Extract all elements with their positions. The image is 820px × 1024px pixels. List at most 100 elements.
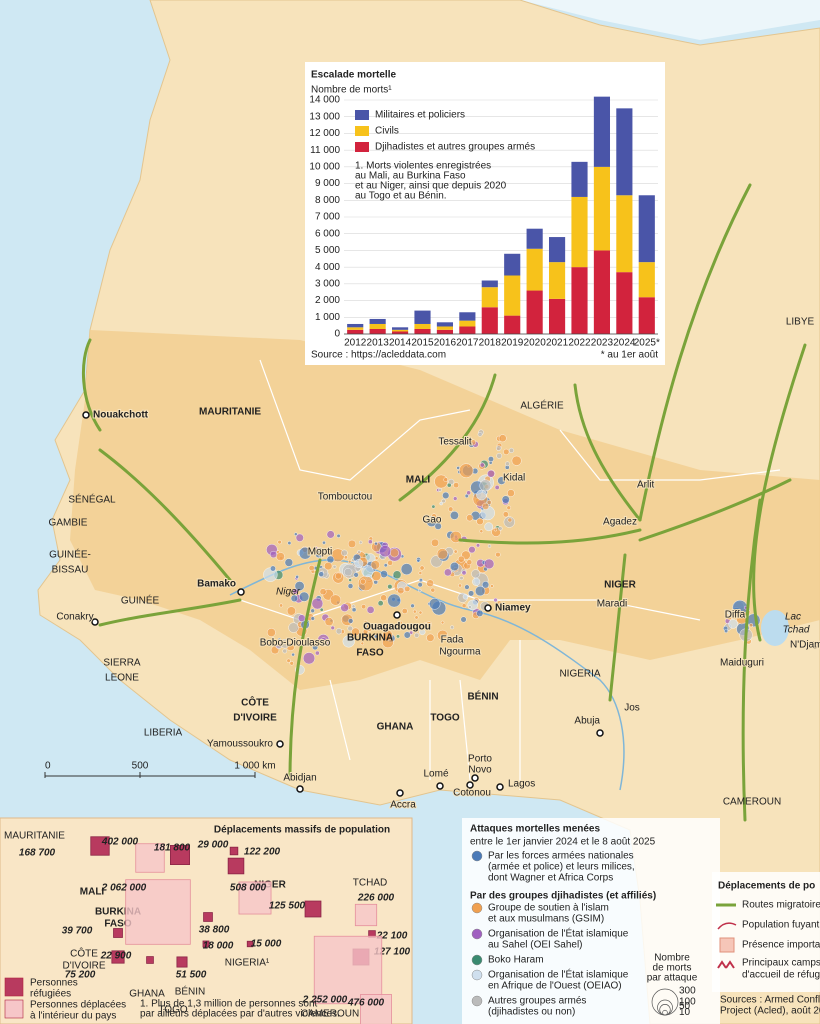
attack-dot	[426, 515, 438, 527]
city-dot	[396, 789, 404, 797]
attack-dot	[494, 485, 500, 490]
attack-dot	[458, 463, 474, 478]
migration-item: Routes migratoire	[742, 900, 820, 911]
attack-dot	[330, 594, 342, 606]
attack-dot	[335, 628, 342, 635]
displacement-square	[238, 881, 272, 915]
bar-segment	[504, 275, 521, 316]
attack-dot	[357, 550, 361, 554]
attack-dot	[277, 637, 282, 642]
attack-dot	[351, 607, 357, 612]
attack-dot	[360, 578, 366, 585]
migration-item: Présence importa	[742, 940, 820, 951]
attack-dot	[374, 541, 378, 546]
attack-dot	[297, 614, 306, 622]
city-label: Tombouctou	[318, 492, 372, 503]
attack-dot	[447, 482, 452, 488]
x-tick-label: 2023	[591, 338, 614, 349]
route	[638, 183, 752, 522]
displacement-label: 75 200	[65, 970, 96, 981]
map-labels: MAURITANIE MALI NIGER BURKINA FASO CÔTE D'IVOI…	[44, 317, 820, 812]
city-label: Mopti	[308, 547, 332, 558]
attack-dot	[496, 600, 502, 606]
country-label: BURKINA	[347, 633, 393, 644]
bar-segment	[436, 322, 454, 327]
attack-dot	[503, 448, 510, 455]
attacks-swatch	[471, 954, 483, 966]
attack-dot	[464, 584, 470, 590]
attack-dot	[319, 637, 328, 647]
attack-dot	[347, 583, 354, 589]
country-label: BÉNIN	[467, 690, 498, 703]
y-tick-label: 7 000	[315, 212, 340, 223]
attack-dot	[724, 628, 729, 633]
attacks-item: Boko Haram	[488, 955, 544, 966]
bar-segment	[616, 195, 633, 273]
attack-dot	[292, 588, 299, 595]
inset-legend-label: Personnes	[30, 978, 78, 989]
bar-segment	[347, 329, 364, 334]
legend-label: Djihadistes et autres groupes armés	[375, 142, 535, 153]
y-tick-label: 4 000	[315, 262, 340, 273]
bar-segment	[459, 320, 476, 327]
attack-dot	[344, 568, 353, 577]
size-title: Nombre	[654, 953, 690, 964]
attack-dot	[461, 570, 467, 576]
attack-dot	[495, 552, 501, 558]
country-label: GUINÉE-	[49, 548, 91, 561]
city-label: Niamey	[495, 603, 531, 614]
attack-dot	[287, 541, 292, 545]
displacement-square	[246, 940, 254, 948]
attack-dot	[324, 561, 333, 571]
city-label: Yamoussoukro	[207, 739, 273, 750]
sources: Project (Acled), août 2025 ;	[720, 1006, 820, 1017]
country-label: ALGÉRIE	[520, 399, 564, 412]
attacks-item: dont Wagner et Africa Corps	[488, 873, 613, 884]
attack-dot	[476, 517, 484, 526]
attack-dot	[496, 453, 503, 459]
city-label: Lomé	[423, 769, 448, 780]
inset-country: FASO	[104, 919, 131, 930]
attack-dot	[443, 477, 449, 482]
x-tick-label: 2024	[613, 338, 636, 349]
size-label: 300	[679, 986, 696, 997]
displacement-label: 29 000	[197, 840, 229, 851]
attack-dot	[291, 652, 295, 657]
country-label: GAMBIE	[49, 518, 88, 529]
border	[259, 359, 471, 481]
attack-dot	[418, 578, 423, 583]
y-tick-label: 14 000	[309, 95, 340, 106]
attack-dot	[470, 439, 477, 446]
country-label: BISSAU	[52, 565, 89, 576]
inset-country: BURKINA	[95, 907, 141, 918]
attack-dot	[270, 565, 276, 572]
attack-dot	[389, 548, 399, 558]
attack-dot	[351, 604, 356, 609]
migration-swatch	[717, 960, 735, 969]
country-label: TOGO	[430, 713, 459, 724]
migration-item: Population fuyant	[742, 920, 820, 931]
attack-dot	[431, 538, 440, 547]
country-label: LIBERIA	[144, 728, 183, 739]
attack-dot	[476, 543, 481, 548]
border	[329, 640, 521, 790]
y-tick-label: 10 000	[309, 161, 340, 172]
attack-dot	[728, 619, 738, 629]
displacement-label: 39 700	[62, 926, 93, 937]
chart-panel: Escalade mortelle Nombre de morts¹ 0 1 000 2…	[305, 62, 665, 365]
displacement-square	[202, 940, 210, 948]
attack-dot	[444, 568, 452, 577]
displacement-label: 476 000	[347, 998, 385, 1009]
attack-dot	[749, 623, 754, 628]
bar-segment	[638, 262, 655, 298]
city-label: Tessalit	[438, 437, 472, 448]
attack-dot	[458, 583, 462, 588]
attack-dot	[436, 548, 448, 560]
attack-dot	[383, 563, 388, 568]
attack-dot	[326, 530, 335, 539]
legend-swatch	[355, 110, 369, 120]
chart-footnote: * au 1er août	[601, 350, 658, 361]
attack-dot	[440, 620, 445, 625]
attack-dot	[450, 625, 455, 630]
displacement-square	[125, 879, 191, 945]
